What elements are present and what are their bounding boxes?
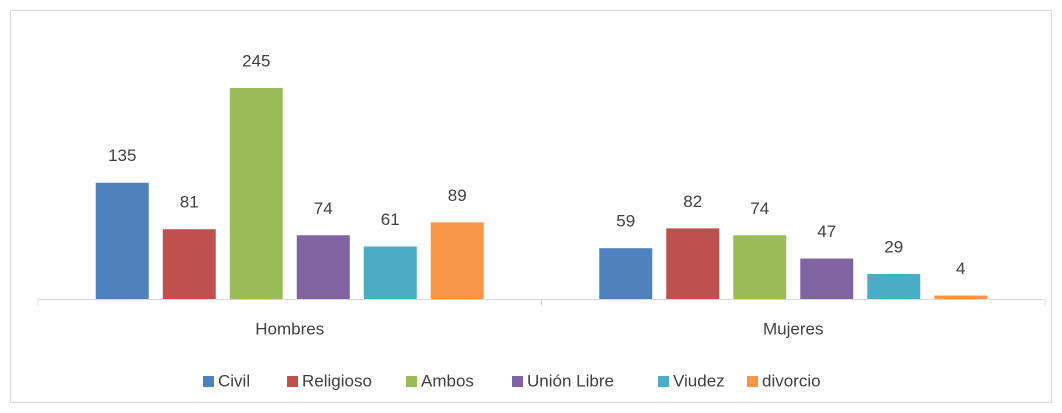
bar (599, 248, 653, 299)
data-label: 82 (683, 192, 702, 211)
bar (867, 274, 921, 299)
chart-border (10, 10, 1052, 403)
bar (162, 229, 216, 299)
legend-swatch (203, 376, 214, 387)
legend-swatch (406, 376, 417, 387)
data-label: 74 (750, 199, 769, 218)
legend-label: Viudez (673, 371, 725, 390)
data-label: 89 (448, 186, 467, 205)
data-label: 4 (956, 259, 965, 278)
bar (666, 228, 720, 299)
bar (934, 295, 988, 299)
data-label: 81 (180, 193, 199, 212)
data-label: 29 (884, 238, 903, 257)
legend-label: Religioso (302, 371, 372, 390)
bar (800, 258, 854, 299)
bar (296, 235, 350, 299)
x-tick-label: Hombres (255, 319, 324, 338)
bar (733, 235, 787, 299)
data-label: 245 (242, 51, 270, 70)
bar (229, 88, 283, 299)
data-label: 59 (616, 212, 635, 231)
data-label: 47 (817, 222, 836, 241)
x-tick-label: Mujeres (763, 319, 823, 338)
legend-swatch (747, 376, 758, 387)
bar (430, 222, 484, 299)
legend-label: Unión Libre (527, 371, 614, 390)
bar (95, 182, 149, 299)
data-label: 74 (314, 199, 333, 218)
legend-swatch (512, 376, 523, 387)
legend-swatch (287, 376, 298, 387)
legend-label: divorcio (762, 371, 821, 390)
legend-label: Civil (218, 371, 250, 390)
data-label: 135 (108, 146, 136, 165)
data-label: 61 (381, 210, 400, 229)
legend-label: Ambos (421, 371, 474, 390)
legend-swatch (658, 376, 669, 387)
bar (363, 246, 417, 299)
